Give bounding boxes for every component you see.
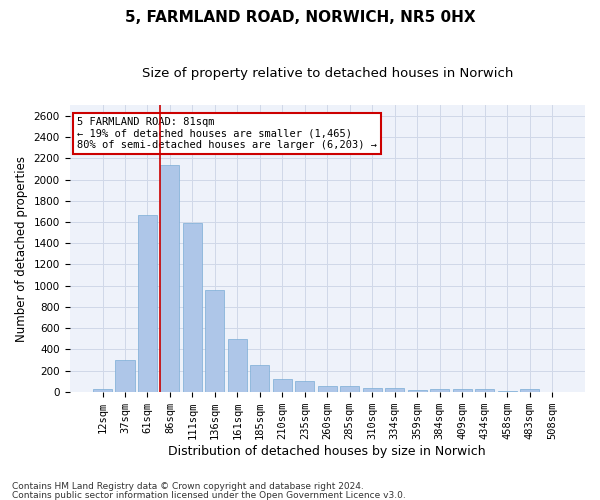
Bar [430, 388, 449, 392]
Text: Contains HM Land Registry data © Crown copyright and database right 2024.: Contains HM Land Registry data © Crown c… [12, 482, 364, 491]
Bar [520, 389, 539, 392]
Bar [452, 389, 472, 392]
Bar [340, 386, 359, 392]
Bar [475, 389, 494, 392]
Bar [228, 338, 247, 392]
Bar [183, 223, 202, 392]
Bar [205, 290, 224, 392]
Y-axis label: Number of detached properties: Number of detached properties [15, 156, 28, 342]
Bar [250, 365, 269, 392]
Bar [295, 381, 314, 392]
Bar [115, 360, 134, 392]
Text: Contains public sector information licensed under the Open Government Licence v3: Contains public sector information licen… [12, 490, 406, 500]
Bar [93, 389, 112, 392]
Bar [407, 390, 427, 392]
Bar [362, 388, 382, 392]
Bar [497, 391, 517, 392]
Title: Size of property relative to detached houses in Norwich: Size of property relative to detached ho… [142, 68, 513, 80]
Text: 5 FARMLAND ROAD: 81sqm
← 19% of detached houses are smaller (1,465)
80% of semi-: 5 FARMLAND ROAD: 81sqm ← 19% of detached… [77, 116, 377, 150]
Text: 5, FARMLAND ROAD, NORWICH, NR5 0HX: 5, FARMLAND ROAD, NORWICH, NR5 0HX [125, 10, 475, 25]
Bar [273, 379, 292, 392]
Bar [385, 388, 404, 392]
Bar [138, 214, 157, 392]
X-axis label: Distribution of detached houses by size in Norwich: Distribution of detached houses by size … [169, 444, 486, 458]
Bar [160, 164, 179, 392]
Bar [318, 386, 337, 392]
